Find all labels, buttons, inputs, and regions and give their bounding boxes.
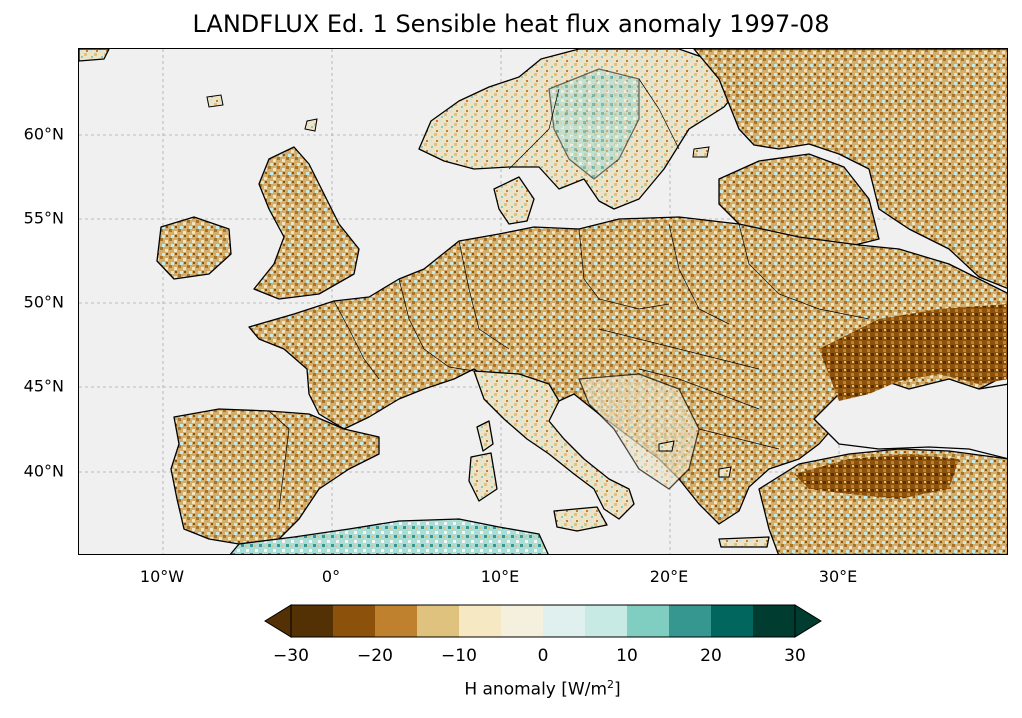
colorbar [264, 603, 822, 643]
colorbar-outline [290, 604, 796, 638]
colorbar-svg [264, 604, 822, 638]
land-sweden [548, 68, 640, 180]
colorbar-tick-label: −20 [357, 646, 393, 666]
colorbar-bin [375, 605, 417, 637]
colorbar-tick-label: 10 [616, 646, 638, 666]
land-nw-corner [79, 49, 110, 62]
land-sardinia [468, 452, 498, 502]
lat-tick-label: 45°N [23, 376, 64, 396]
colorbar-tick-label: −30 [273, 646, 309, 666]
land-corsica [476, 420, 494, 452]
colorbar-extend-high [794, 604, 822, 638]
land-italy [473, 370, 635, 520]
land-baltics [718, 153, 880, 250]
lat-tick-label: 50°N [23, 292, 64, 312]
map-svg [79, 49, 1007, 554]
land-ireland [156, 216, 232, 280]
colorbar-bin [627, 605, 669, 637]
colorbar-tick-label: 0 [537, 646, 549, 666]
land-ukraine-dark [819, 304, 1007, 401]
land-balkans [578, 373, 700, 490]
land-britain [253, 146, 360, 300]
land-north-africa [229, 518, 549, 554]
land-sicily [553, 506, 608, 532]
lon-tick-label: 30°E [818, 567, 858, 586]
land-turkey-dark [794, 454, 959, 499]
colorbar-bin [417, 605, 459, 637]
land-areas [79, 49, 1007, 554]
colorbar-bin [753, 605, 795, 637]
colorbar-bin [543, 605, 585, 637]
land-mainland [248, 216, 1007, 525]
colorbar-extend-low [264, 604, 292, 638]
colorbar-label: H anomaly [W/m2] [0, 678, 1022, 700]
land-denmark [493, 176, 535, 225]
land-iberia [170, 408, 380, 545]
lat-tick-label: 60°N [23, 124, 64, 144]
colorbar-tick-label: −10 [441, 646, 477, 666]
colorbar-bin [459, 605, 501, 637]
lon-tick-label: 10°E [480, 567, 520, 586]
map-panel [78, 48, 1008, 555]
colorbar-bin [585, 605, 627, 637]
lat-tick-label: 55°N [23, 208, 64, 228]
country-borders [268, 78, 870, 510]
colorbar-bin [669, 605, 711, 637]
land-finland-russia [693, 49, 1007, 289]
colorbar-label-suffix: ] [614, 679, 621, 700]
lon-tick-label: 0° [321, 567, 341, 586]
small-islands [206, 94, 732, 478]
map-title: LANDFLUX Ed. 1 Sensible heat flux anomal… [192, 10, 830, 38]
colorbar-bin [501, 605, 543, 637]
lat-tick-label: 40°N [23, 461, 64, 481]
colorbar-label-prefix: H anomaly [W/m [464, 679, 608, 700]
colorbar-label-sup: 2 [607, 678, 615, 691]
colorbar-bin [291, 605, 333, 637]
colorbar-bin [333, 605, 375, 637]
land-crete [718, 536, 770, 548]
colorbar-tick-label: 20 [700, 646, 722, 666]
lon-tick-label: 20°E [649, 567, 689, 586]
colorbar-bin [711, 605, 753, 637]
colorbar-tick-label: 30 [784, 646, 806, 666]
lon-tick-label: 10°W [139, 567, 185, 586]
